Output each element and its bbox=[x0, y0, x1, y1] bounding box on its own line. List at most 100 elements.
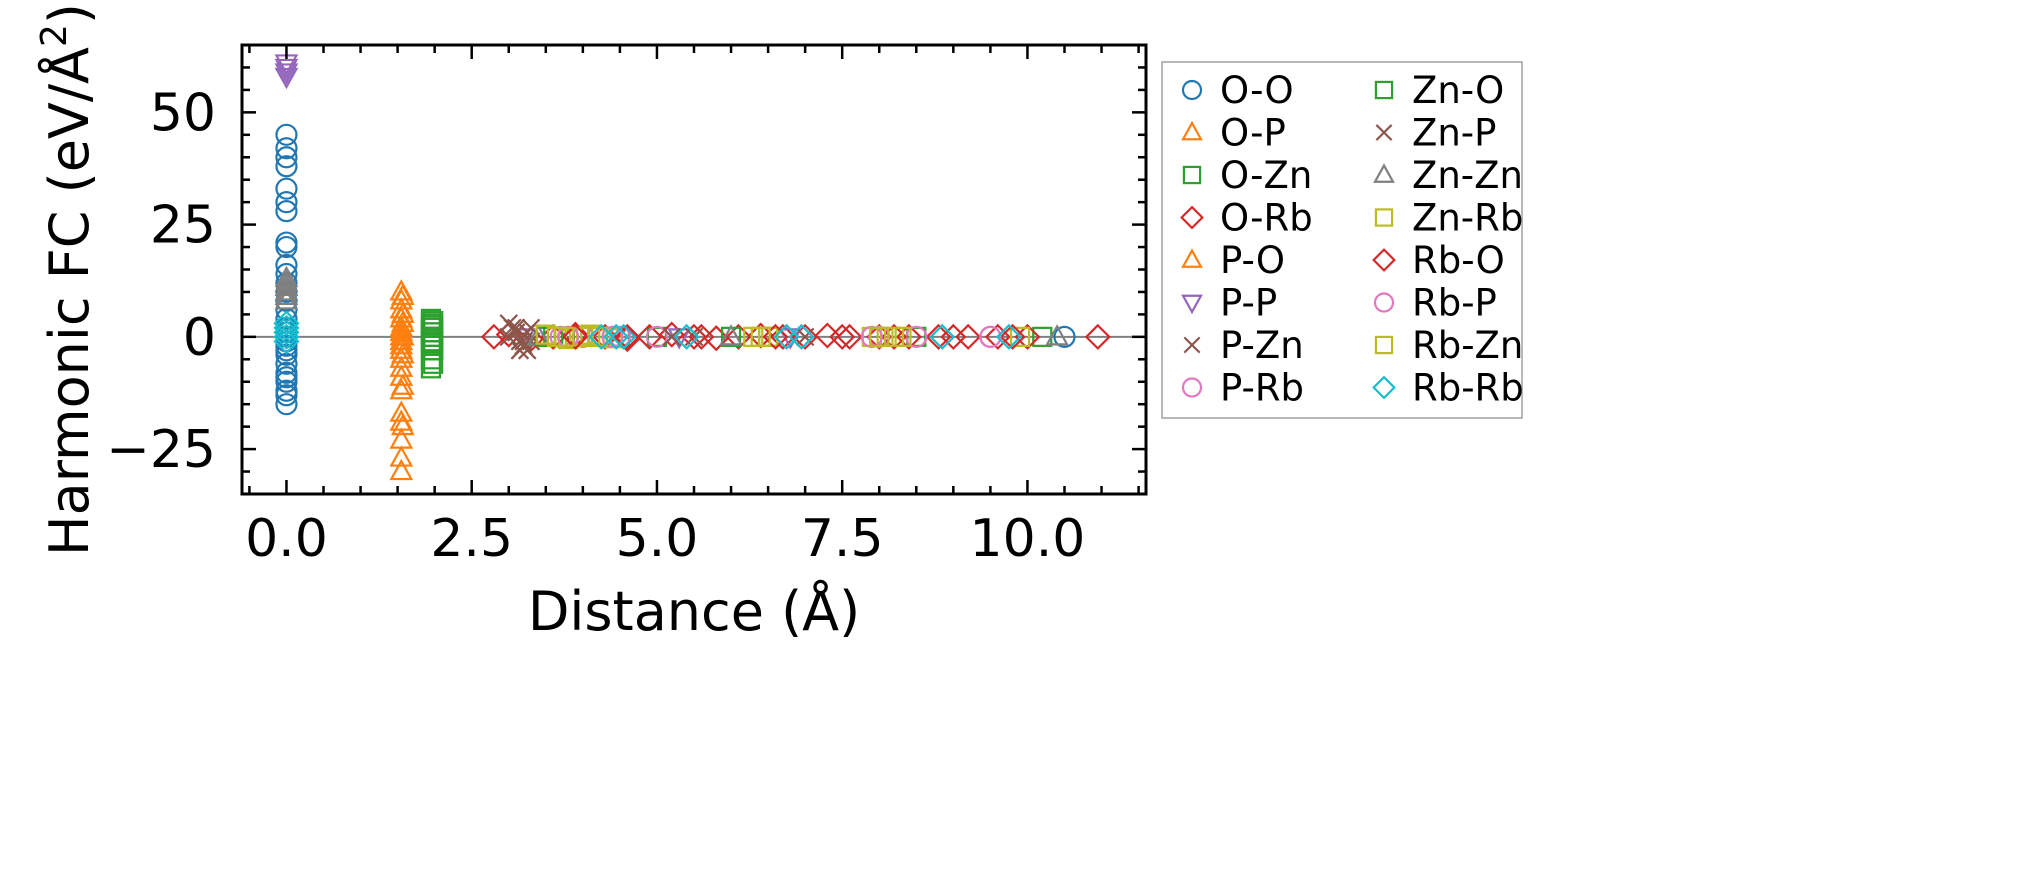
data-point bbox=[814, 322, 841, 349]
data-point bbox=[881, 323, 908, 350]
data-point bbox=[883, 326, 905, 347]
data-point bbox=[273, 310, 300, 337]
legend-label: P-Zn bbox=[1220, 324, 1304, 367]
data-point bbox=[580, 324, 601, 345]
legend-marker bbox=[1182, 165, 1202, 185]
data-point bbox=[603, 323, 630, 350]
legend-item: Rb-O bbox=[1372, 239, 1505, 282]
data-point bbox=[610, 323, 637, 350]
legend-item: O-Rb bbox=[1180, 197, 1313, 240]
data-point bbox=[273, 328, 300, 355]
legend-item: P-Rb bbox=[1181, 367, 1304, 410]
series-O-O bbox=[275, 123, 1076, 416]
legend-label: P-Rb bbox=[1220, 367, 1304, 410]
data-point bbox=[999, 323, 1026, 350]
legend-label: O-P bbox=[1220, 112, 1286, 155]
x-tick-label: 10.0 bbox=[970, 509, 1086, 569]
data-point bbox=[506, 318, 526, 338]
legend-label: Rb-P bbox=[1412, 282, 1497, 325]
data-point bbox=[562, 323, 589, 350]
legend-marker bbox=[1181, 120, 1203, 141]
data-point bbox=[273, 319, 300, 346]
legend-label: Zn-O bbox=[1412, 69, 1504, 112]
legend-marker bbox=[1181, 79, 1203, 101]
data-point bbox=[275, 384, 298, 407]
legend-marker bbox=[1372, 375, 1396, 400]
data-point bbox=[703, 325, 730, 352]
data-point bbox=[750, 326, 771, 347]
legend-item: Zn-Rb bbox=[1374, 197, 1523, 240]
data-point bbox=[614, 323, 641, 350]
legend-marker bbox=[1374, 208, 1394, 227]
data-point bbox=[274, 279, 299, 301]
data-point bbox=[719, 324, 743, 346]
data-point bbox=[510, 341, 530, 360]
legend-label: P-O bbox=[1220, 239, 1285, 282]
series-Rb-Rb bbox=[273, 310, 1022, 355]
legend-label: O-Rb bbox=[1220, 197, 1313, 240]
data-point bbox=[480, 323, 507, 350]
data-point bbox=[423, 340, 444, 361]
legend-label: O-O bbox=[1220, 69, 1294, 112]
data-point bbox=[275, 177, 298, 200]
data-point bbox=[275, 200, 298, 223]
data-point bbox=[762, 323, 789, 350]
legend-item: O-O bbox=[1181, 69, 1294, 112]
series-P-O bbox=[390, 283, 415, 436]
x-tick-label: 5.0 bbox=[616, 509, 699, 569]
data-point bbox=[275, 235, 298, 259]
legend-item: P-Zn bbox=[1183, 324, 1304, 367]
data-point bbox=[995, 323, 1022, 350]
data-point bbox=[1053, 325, 1076, 348]
data-point bbox=[795, 327, 815, 347]
legend-label: Rb-Rb bbox=[1412, 367, 1524, 410]
legend-item: Zn-O bbox=[1374, 69, 1504, 112]
data-point bbox=[274, 283, 299, 306]
data-point bbox=[929, 323, 956, 350]
legend-label: P-P bbox=[1220, 282, 1277, 325]
data-point bbox=[274, 274, 299, 297]
legend-item: P-P bbox=[1181, 282, 1277, 325]
data-point bbox=[273, 314, 300, 341]
legend-marker bbox=[1374, 80, 1394, 100]
legend-marker bbox=[1374, 335, 1394, 355]
data-point bbox=[725, 323, 752, 350]
series-Rb-O bbox=[562, 323, 1111, 350]
y-axis-label: Harmonic FC (eV/Å2) bbox=[34, 3, 101, 556]
data-point bbox=[275, 146, 298, 169]
data-point bbox=[601, 325, 624, 348]
data-point bbox=[389, 355, 414, 377]
legend-marker bbox=[1181, 377, 1203, 398]
y-tick-label: −25 bbox=[106, 420, 216, 480]
legend-item: P-O bbox=[1181, 239, 1285, 282]
data-point bbox=[788, 323, 815, 350]
legend-marker bbox=[1183, 336, 1201, 354]
x-tick-label: 2.5 bbox=[430, 509, 513, 569]
data-point bbox=[684, 327, 704, 347]
legend-marker bbox=[1181, 248, 1203, 268]
data-point bbox=[275, 123, 298, 146]
data-point bbox=[423, 353, 444, 374]
legend-label: Zn-P bbox=[1412, 112, 1496, 155]
data-points bbox=[273, 54, 1111, 481]
legend-item: Zn-Zn bbox=[1373, 154, 1523, 197]
data-point bbox=[645, 325, 669, 348]
data-point bbox=[390, 301, 415, 323]
series-P-P bbox=[274, 54, 803, 350]
series-Zn-Zn bbox=[274, 265, 1069, 346]
legend-marker bbox=[1373, 292, 1395, 313]
x-tick-label: 0.0 bbox=[245, 509, 328, 569]
legend-label: Zn-Rb bbox=[1412, 197, 1523, 240]
plot-frame bbox=[240, 43, 1148, 496]
data-point bbox=[1045, 324, 1069, 346]
legend-item: Rb-Rb bbox=[1372, 367, 1524, 410]
data-point bbox=[836, 323, 863, 350]
legend-label: Zn-Zn bbox=[1412, 154, 1523, 197]
data-point bbox=[389, 364, 414, 386]
data-point bbox=[1084, 323, 1111, 350]
data-point bbox=[275, 137, 298, 160]
data-point bbox=[275, 191, 298, 214]
data-point bbox=[390, 373, 415, 395]
legend-marker bbox=[1375, 124, 1393, 141]
